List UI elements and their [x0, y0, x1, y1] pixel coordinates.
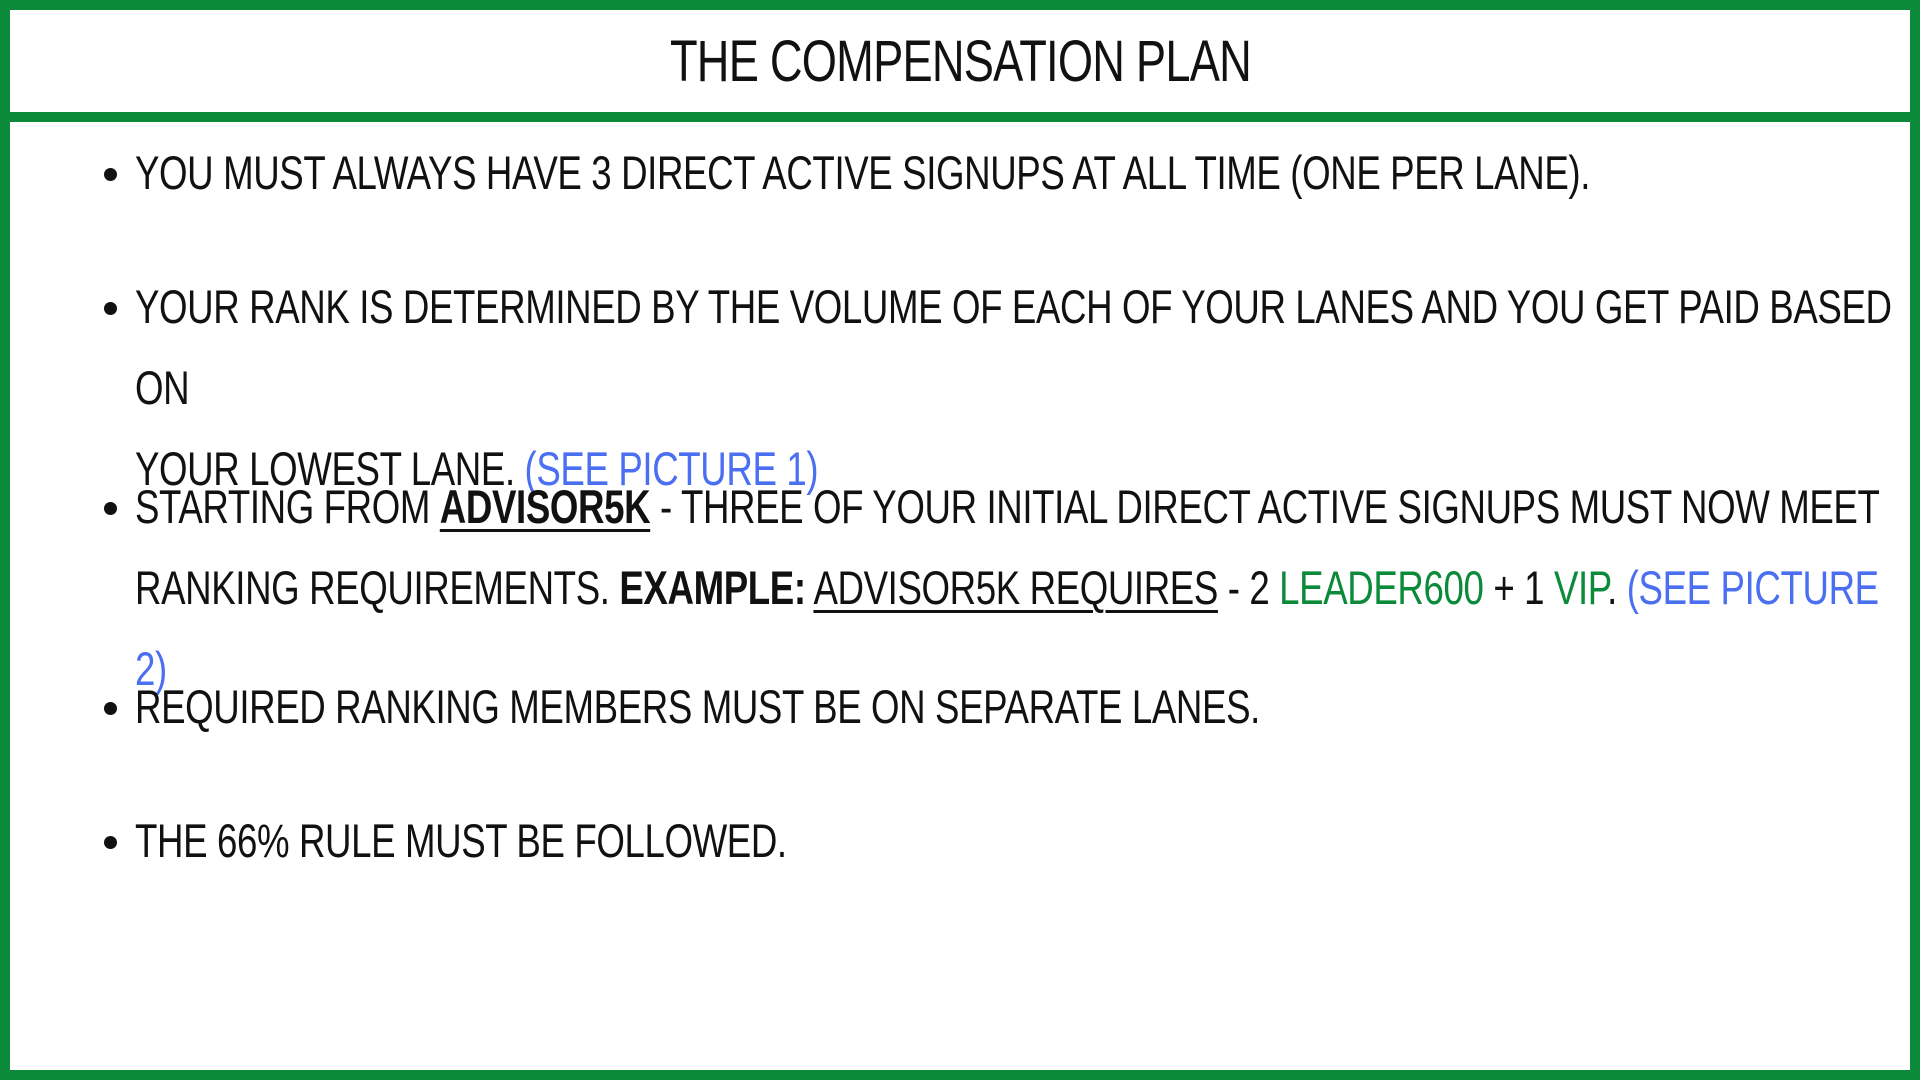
- bullet-icon: [104, 302, 117, 315]
- item-text: You must always have 3 direct active sig…: [135, 146, 1591, 199]
- item-line: ranking requirements.: [135, 561, 610, 614]
- bullet-icon: [104, 836, 117, 849]
- item-text: The 66% rule must be followed.: [135, 814, 787, 867]
- requirement-count: - 2: [1227, 561, 1270, 614]
- example-label: Example:: [619, 561, 806, 614]
- period: .: [1607, 561, 1617, 614]
- see-picture-2-link[interactable]: (See picture 2): [135, 561, 1879, 695]
- rank-vip: VIP: [1553, 561, 1608, 614]
- see-picture-1-link[interactable]: (See picture 1): [524, 442, 819, 495]
- bullet-icon: [104, 502, 117, 515]
- item-line: your lowest lane.: [135, 442, 515, 495]
- header-bar: The Compensation Plan: [10, 10, 1910, 122]
- item-line: - three of your initial direct active si…: [659, 480, 1880, 533]
- bullet-icon: [104, 702, 117, 715]
- list-item: The 66% rule must be followed.: [10, 800, 1910, 881]
- list-item: Your rank is determined by the volume of…: [10, 266, 1910, 495]
- item-text: Required ranking members must be on sepa…: [135, 680, 1260, 733]
- list-item: Starting from Advisor5k - three of your …: [10, 466, 1910, 695]
- item-line: Your rank is determined by the volume of…: [135, 280, 1892, 414]
- requirement-count: + 1: [1493, 561, 1545, 614]
- page-title: The Compensation Plan: [669, 28, 1251, 94]
- example-requirement: Advisor5k requires: [813, 561, 1218, 614]
- list-item: You must always have 3 direct active sig…: [10, 132, 1910, 213]
- rank-advisor5k: Advisor5k: [439, 480, 651, 533]
- item-text: Your rank is determined by the volume of…: [135, 266, 1898, 509]
- bullet-icon: [104, 168, 117, 181]
- list-item: Required ranking members must be on sepa…: [10, 666, 1910, 747]
- item-prefix: Starting from: [135, 480, 430, 533]
- rank-leader600: Leader600: [1279, 561, 1484, 614]
- item-text: Starting from Advisor5k - three of your …: [135, 466, 1898, 709]
